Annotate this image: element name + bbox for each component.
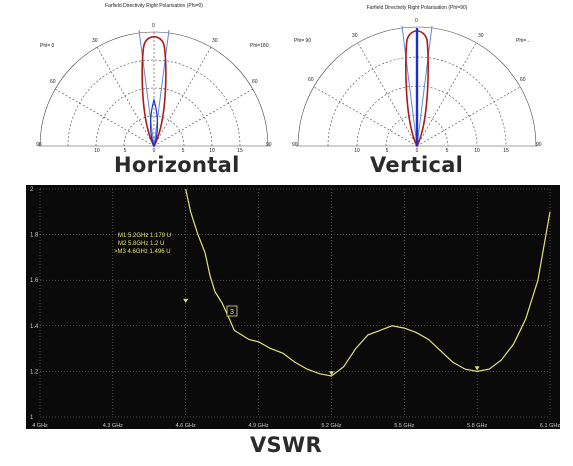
- y-tick-label: 1.8: [30, 233, 39, 239]
- spoke-60l: [54, 88, 155, 147]
- phi-left-label: Phi= 90: [294, 38, 311, 44]
- spoke-30r: [153, 46, 212, 147]
- marker-readout-2: M2 5.8GHz 1.2 U: [118, 241, 164, 247]
- outer-ring: [297, 26, 537, 147]
- ring-4: [123, 115, 185, 147]
- radial-label-3: 0: [153, 148, 156, 152]
- ring-3: [356, 85, 478, 147]
- x-tick-label: 5.8 GHz: [467, 423, 487, 429]
- angle-label-60l: 60: [50, 79, 56, 85]
- angle-label-60r: 60: [252, 79, 258, 85]
- vswr-grid: [39, 188, 551, 418]
- radial-label-5: 10: [474, 148, 480, 152]
- beam-line-right: [153, 29, 170, 147]
- y-tick-label: 1.2: [30, 369, 39, 375]
- y-tick-label: 1.4: [30, 324, 39, 330]
- radial-label-2: 5: [386, 148, 389, 152]
- x-tick-label: 5.2 GHz: [321, 423, 341, 429]
- phi-left-label: Phi= 0: [40, 43, 55, 49]
- ring-2: [327, 56, 507, 147]
- polar-grid: [38, 31, 270, 147]
- vswr-svg: 2 1.8 1.6 1.4 1.2 1 4 GHz 4.3 GHz 4.6 GHz 4.9 GH…: [30, 187, 560, 429]
- polar-title: Farfield Directivity Right Polarisation …: [105, 3, 203, 9]
- angle-label-90r: 90: [536, 142, 542, 148]
- marker-tag: 3: [230, 309, 234, 316]
- vertical-polar-chart: Farfield Directivity Right Polarisation …: [286, 0, 548, 152]
- radial-label-2: 5: [124, 148, 127, 152]
- x-tick-label: 6.1 GHz: [540, 423, 560, 429]
- horizontal-polar-chart: Farfield Directivity Right Polarisation …: [28, 0, 280, 152]
- marker-point: [328, 371, 334, 376]
- vswr-y-ticks: 2 1.8 1.6 1.4 1.2 1: [30, 187, 39, 421]
- spoke-60l: [313, 86, 418, 147]
- marker-readout-1: M1 5.2GHz 1.179 U: [118, 233, 171, 239]
- x-tick-label: 4.6 GHz: [176, 423, 196, 429]
- spoke-30r: [416, 42, 477, 147]
- y-tick-label: 2: [30, 187, 34, 193]
- radial-label-1: 10: [354, 148, 360, 152]
- radial-label-4: 5: [182, 148, 185, 152]
- marker-point: [474, 366, 480, 371]
- spoke-30l: [357, 42, 418, 147]
- angle-label-0: 0: [415, 18, 418, 24]
- vswr-x-ticks: 4 GHz 4.3 GHz 4.6 GHz 4.9 GHz 5.2 GHz 5.5 GHz…: [32, 423, 560, 429]
- vswr-marker-points: [183, 298, 480, 376]
- y-tick-label: 1.6: [30, 278, 39, 284]
- beam-line-right: [416, 25, 433, 147]
- polar-title: Farfield Directivity Right Polarisation …: [367, 5, 468, 11]
- phi-right-label: Phi=...: [516, 38, 530, 44]
- x-tick-label: 4.9 GHz: [248, 423, 268, 429]
- beam-line-left: [401, 25, 418, 147]
- beam-line-left: [138, 29, 155, 147]
- phi-right-label: Phi=180: [250, 43, 269, 49]
- spoke-60r: [416, 86, 521, 147]
- horizontal-caption: Horizontal: [114, 153, 240, 177]
- horizontal-polar-svg: Farfield Directivity Right Polarisation …: [36, 3, 272, 152]
- angle-label-90r: 90: [266, 142, 272, 148]
- vswr-chart: 2 1.8 1.6 1.4 1.2 1 4 GHz 4.3 GHz 4.6 GHz 4.9 GH…: [26, 185, 560, 429]
- radial-label-3: 0: [416, 148, 419, 152]
- ring-2: [67, 59, 241, 147]
- spoke-30l: [96, 46, 155, 147]
- marker-tag-box: [226, 305, 238, 317]
- marker-readout-3: >M3 4.6GHz 1.496 U: [114, 249, 171, 255]
- radial-label-4: 5: [446, 148, 449, 152]
- vswr-trace: [185, 188, 551, 377]
- angle-label-30l: 30: [92, 38, 98, 44]
- y-tick-label: 1: [30, 415, 34, 421]
- angle-label-60l: 60: [308, 77, 314, 83]
- marker-point: [183, 298, 189, 303]
- radial-label-5: 10: [209, 148, 215, 152]
- x-tick-label: 4 GHz: [32, 423, 48, 429]
- radial-label-6: 15: [237, 148, 243, 152]
- radial-label-6: 15: [503, 148, 509, 152]
- vertical-polar-svg: Farfield Directivity Right Polarisation …: [292, 5, 542, 152]
- radial-label-1: 10: [94, 148, 100, 152]
- angle-label-30r: 30: [212, 38, 218, 44]
- x-tick-label: 5.5 GHz: [394, 423, 414, 429]
- angle-label-30l: 30: [352, 33, 358, 39]
- angle-label-30r: 30: [478, 33, 484, 39]
- vswr-caption: VSWR: [250, 433, 322, 457]
- pattern-red-trace: [141, 35, 167, 148]
- vertical-caption: Vertical: [370, 153, 464, 177]
- pattern-blue-trace: [149, 97, 159, 148]
- x-tick-label: 4.3 GHz: [103, 423, 123, 429]
- angle-label-90l: 90: [292, 142, 298, 148]
- angle-label-90l: 90: [36, 142, 42, 148]
- angle-label-0: 0: [152, 23, 155, 29]
- spoke-60r: [153, 88, 254, 147]
- angle-label-60r: 60: [520, 77, 526, 83]
